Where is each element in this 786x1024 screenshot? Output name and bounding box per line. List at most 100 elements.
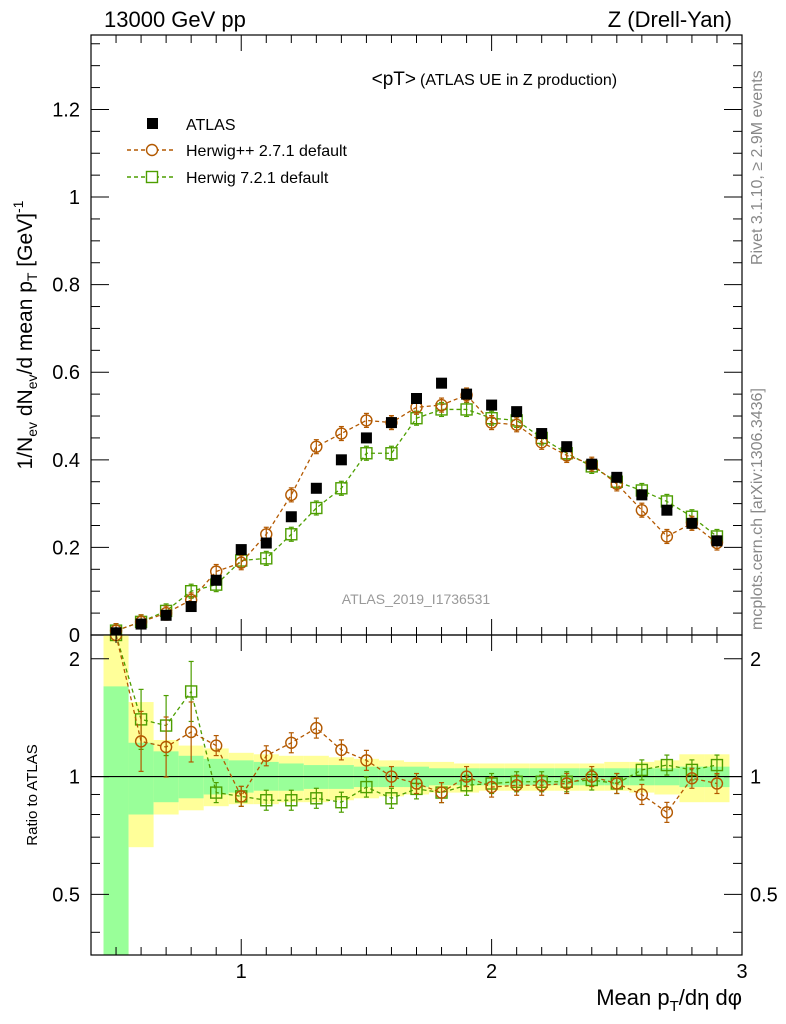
y-tick-label: 1.2 [52,99,80,121]
legend-label-atlas: ATLAS [186,117,236,134]
ratio-herwigpp-point [235,790,248,803]
main-herwig7-point [385,447,398,460]
ratio-herwigpp-point [260,749,273,762]
ratio-herwigpp-point [209,739,223,752]
chart-subtitle: (ATLAS UE in Z production) [420,72,617,89]
main-panel: 0 0.2 0.4 0.6 0.8 1 1.2 [52,34,743,647]
ratio-herwigpp-point [460,770,473,783]
ratio-y-tick-label-right: 1 [750,767,761,789]
ratio-herwig7-point [285,794,298,807]
main-herwig7-point [260,552,273,565]
main-atlas-point [260,537,272,549]
ratio-y-tick-label: 2 [69,649,80,671]
main-herwig7-point [310,501,323,515]
main-atlas-point [511,406,523,418]
ratio-herwigpp-point [610,777,624,790]
ratio-herwig7-point [710,758,724,772]
main-atlas-point [636,489,648,501]
ratio-y-tick-label: 1 [69,767,80,789]
ratio-herwig7-point [385,792,398,805]
legend-label-herwig7: Herwig 7.2.1 default [186,170,329,187]
main-atlas-point [611,471,623,483]
main-herwig7-point [460,403,473,416]
header-beam-energy: 13000 GeV pp [104,7,246,32]
main-atlas-point [411,393,422,405]
ratio-y-tick-label: 0.5 [52,884,80,906]
ratio-herwigpp-point [510,779,523,792]
main-herwigpp-point [335,427,348,440]
main-herwigpp-point [435,398,448,412]
main-atlas-point [385,417,397,429]
main-panel-ticks: 0 0.2 0.4 0.6 0.8 1 1.2 [52,35,743,647]
y-tick-label: 0 [69,625,80,647]
main-atlas-point [185,601,197,613]
main-herwigpp-point [660,530,674,543]
ratio-herwigpp-point [585,770,598,783]
y-axis-label: 1/Nev dNev/d mean pT [GeV]-1 [10,200,40,469]
legend-marker-herwigpp [145,143,159,157]
ratio-herwigpp-point [710,777,724,790]
ratio-herwigpp-point [560,777,573,790]
legend: ATLAS Herwig++ 2.7.1 default Herwig 7.2.… [127,117,348,187]
legend-marker-atlas [147,118,158,129]
ratio-herwigpp-point [310,721,323,735]
chart-title: <pT> [372,69,416,90]
main-herwig7-point [285,528,298,541]
y-tick-label: 0.2 [52,537,80,559]
ratio-herwig7-point [184,685,198,698]
ratio-herwig7-point [360,780,373,794]
ratio-panel: 1 2 3 0.5 0.5 1 1 2 2 [52,634,778,983]
main-atlas-point [661,504,673,516]
main-herwigpp-point [310,440,323,453]
ratio-herwig7-point [260,794,273,807]
main-herwigpp-point [235,556,248,569]
main-panel-marks [109,377,724,635]
ratio-herwigpp-point [385,770,398,783]
ratio-herwig7-point [660,758,674,772]
y-tick-label: 0.6 [52,362,80,384]
main-herwig7-point [335,482,348,495]
ratio-y-axis-label: Ratio to ATLAS [24,744,41,845]
y-tick-label: 0.4 [52,450,80,472]
main-atlas-point [461,388,473,400]
main-atlas-point [135,618,147,630]
main-atlas-point [210,574,222,586]
main-atlas-point [335,454,347,466]
x-tick-label: 1 [236,961,247,983]
legend-label-herwigpp: Herwig++ 2.7.1 default [186,143,348,160]
mcplots-label: mcplots.cern.ch [arXiv:1306.3436] [749,388,766,630]
ratio-herwigpp-point [360,754,373,767]
ratio-herwigpp-point [285,736,298,749]
main-atlas-point [536,428,548,440]
legend-marker-herwig7 [145,170,159,184]
stat-uncertainty-band [103,686,129,955]
main-atlas-point [310,482,322,494]
ratio-herwigpp-point [685,772,699,785]
ratio-y-tick-label-right: 0.5 [750,884,778,906]
ratio-herwigpp-point [635,788,649,801]
main-atlas-point [686,517,698,529]
header-process: Z (Drell-Yan) [608,7,732,32]
main-atlas-point [486,399,498,411]
main-herwigpp-point [285,488,298,502]
x-tick-label: 3 [736,961,747,983]
main-herwigpp-point [485,416,498,429]
ratio-herwig7-point [335,796,348,809]
main-herwigpp-point [635,503,649,517]
main-herwigpp-point [510,418,523,431]
main-atlas-point [711,535,723,547]
y-tick-label: 0.8 [52,275,80,297]
ratio-herwigpp-point [410,777,423,790]
main-atlas-point [160,609,172,621]
main-atlas-point [285,511,297,523]
ratio-herwigpp-point [335,743,348,757]
analysis-id-label: ATLAS_2019_I1736531 [342,591,491,607]
main-atlas-point [235,544,247,556]
ratio-herwig7-point [209,786,223,799]
ratio-panel-marks [109,635,724,823]
ratio-herwigpp-point [485,780,498,794]
x-tick-label: 2 [486,961,497,983]
main-atlas-point [360,432,372,444]
x-axis-label: Mean pT/dη dφ [596,985,742,1015]
